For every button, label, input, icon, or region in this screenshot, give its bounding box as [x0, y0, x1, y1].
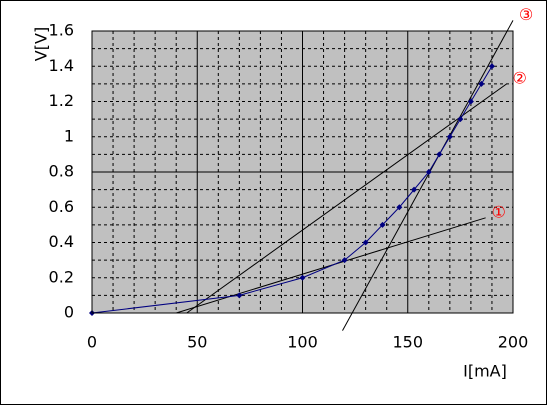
fit-label: ③ [519, 5, 533, 24]
data-point [411, 186, 418, 193]
fit-label: ① [491, 202, 505, 221]
y-tick-label: 1 [64, 126, 74, 145]
y-tick-label: 0 [64, 303, 74, 322]
x-axis-title: I[mA] [463, 362, 507, 381]
data-point [396, 204, 403, 211]
data-point [362, 239, 369, 246]
data-point [488, 63, 495, 70]
y-tick-label: 0.8 [49, 162, 74, 181]
x-tick-label: 50 [187, 333, 207, 352]
y-tick-label: 1.4 [49, 56, 74, 75]
data-point [236, 292, 243, 299]
data-point [379, 221, 386, 228]
x-tick-label: 0 [87, 333, 97, 352]
x-tick-label: 100 [287, 333, 318, 352]
y-tick-label: 0.4 [49, 232, 74, 251]
y-axis-title: V[V] [32, 27, 51, 61]
data-point [467, 98, 474, 105]
fit-line [342, 20, 514, 331]
x-tick-label: 200 [498, 333, 529, 352]
data-point [299, 274, 306, 281]
x-tick-label: 150 [392, 333, 423, 352]
y-tick-label: 1.2 [49, 91, 74, 110]
plot-border [91, 30, 514, 314]
y-tick-label: 1.6 [49, 21, 74, 40]
data-point [478, 80, 485, 87]
data-point [446, 133, 453, 140]
data-point [425, 169, 432, 175]
data-point [436, 151, 443, 158]
data-point [457, 116, 464, 123]
fit-label: ② [513, 68, 527, 87]
y-tick-label: 0.6 [49, 197, 74, 216]
data-point [341, 257, 348, 264]
y-tick-label: 0.2 [49, 267, 74, 286]
fit-line [186, 83, 507, 314]
